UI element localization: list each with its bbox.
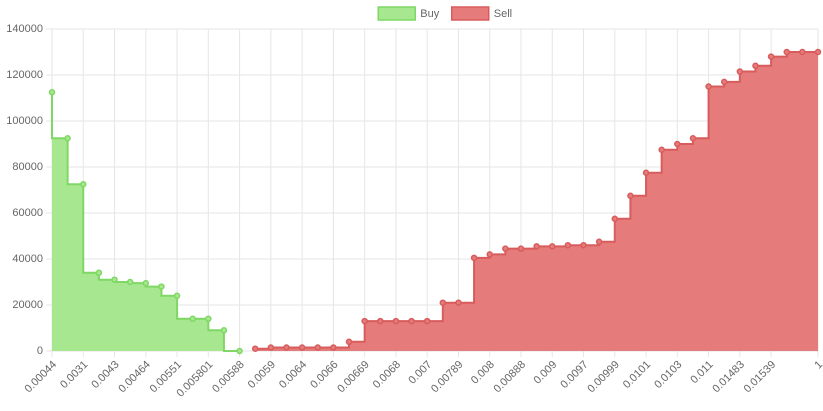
point [580, 241, 587, 249]
x-tick-label: 0.00588 [210, 359, 247, 396]
point [80, 181, 87, 188]
point [189, 315, 196, 323]
x-tick-label: 0.0103 [652, 359, 684, 391]
y-tick-label: 120000 [6, 69, 43, 81]
point [533, 243, 540, 250]
x-tick-label: 0.00999 [585, 359, 622, 396]
point [470, 254, 478, 262]
point [423, 317, 431, 325]
point [392, 317, 400, 325]
x-tick-label: 0.0101 [621, 359, 653, 391]
point [48, 89, 56, 96]
point [64, 135, 71, 142]
point [330, 344, 337, 351]
point [142, 279, 150, 287]
y-tick-label: 20000 [12, 299, 43, 311]
point [548, 243, 556, 250]
area [52, 92, 240, 351]
point [502, 245, 509, 252]
x-tick-label: 0.00044 [23, 359, 60, 396]
point [361, 317, 368, 325]
point [611, 215, 619, 222]
point [783, 48, 790, 56]
legend-label: Buy [420, 8, 439, 20]
point [236, 347, 243, 355]
point [517, 245, 525, 252]
y-tick-label: 60000 [12, 207, 43, 219]
legend-label: Sell [494, 8, 512, 20]
x-tick-label: 0.011 [688, 359, 715, 386]
area [255, 52, 818, 351]
point [736, 68, 744, 75]
x-tick-label: 0.01483 [710, 359, 747, 396]
y-tick-label: 80000 [12, 161, 43, 173]
x-tick-label: 0.00789 [429, 359, 466, 396]
legend-swatch [451, 6, 490, 21]
point [158, 283, 165, 290]
point [220, 327, 228, 334]
point [251, 345, 259, 352]
point [267, 344, 275, 351]
x-tick-label: 0.0068 [371, 359, 403, 391]
y-tick-label: 40000 [12, 253, 43, 265]
point [658, 146, 665, 153]
x-tick-label: 0.008 [469, 359, 497, 387]
x-tick-label: 0.00669 [335, 359, 372, 396]
point [345, 338, 353, 346]
point [173, 292, 181, 300]
point [439, 299, 447, 306]
point [377, 317, 384, 325]
point [283, 344, 290, 351]
y-tick-label: 140000 [6, 23, 43, 35]
point [627, 192, 634, 199]
x-tick-label: 0.007 [406, 359, 434, 387]
point [689, 135, 697, 142]
point [799, 48, 806, 56]
point [752, 62, 759, 70]
point [205, 315, 212, 323]
point [642, 169, 650, 176]
x-tick-label: 0.00464 [116, 359, 153, 396]
legend-swatch [377, 6, 416, 21]
x-tick-label: 0.0059 [246, 359, 278, 391]
y-tick-label: 100000 [6, 115, 43, 127]
point [111, 276, 118, 283]
point [486, 251, 493, 258]
point [314, 344, 322, 351]
point [674, 140, 681, 148]
point [455, 299, 462, 306]
point [720, 78, 728, 86]
x-tick-label: 0.0064 [277, 359, 309, 391]
x-tick-label: 1 [812, 359, 823, 372]
point [595, 238, 603, 245]
point [705, 83, 712, 90]
x-tick-label: 0.00888 [492, 359, 529, 396]
point [564, 241, 572, 249]
point [408, 317, 415, 325]
y-tick-label: 0 [37, 345, 43, 357]
point [814, 48, 822, 56]
x-tick-label: 0.01539 [742, 359, 779, 396]
x-tick-label: 0.0031 [58, 359, 90, 391]
point [298, 344, 306, 351]
point [767, 53, 775, 60]
point [126, 278, 134, 286]
point [95, 269, 103, 277]
x-tick-label: 0.009 [531, 359, 559, 387]
